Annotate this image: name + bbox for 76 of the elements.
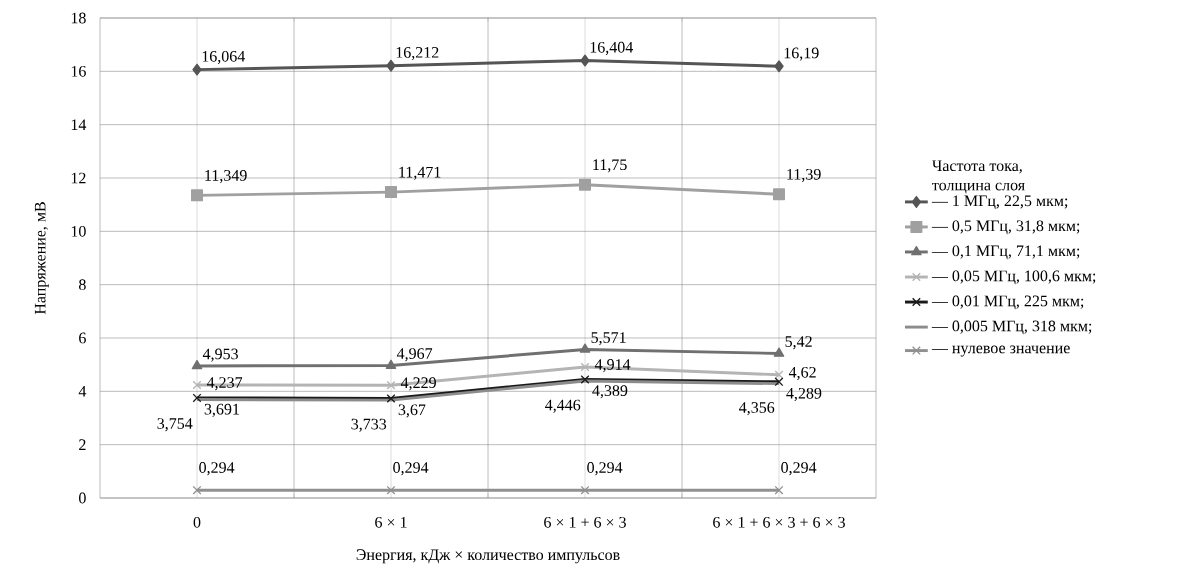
y-tick-label: 2 [79, 439, 86, 450]
y-tick-label: 0 [79, 492, 86, 504]
legend-title: Частота тока, толщина слоя [932, 160, 1025, 194]
point [579, 178, 592, 191]
data-label: 5,42 [785, 336, 812, 350]
data-label: 4,914 [594, 359, 631, 373]
data-label: 3,754 [157, 418, 193, 432]
y-axis-title: Напряжение, мВ [34, 202, 49, 315]
legend-label: — 0,01 МГц, 225 мкм; [931, 295, 1084, 310]
data-label: 4,446 [545, 399, 581, 413]
data-label: 16,404 [590, 41, 634, 55]
y-tick-label: 12 [71, 172, 86, 184]
data-label: 0,294 [199, 462, 235, 476]
point [192, 380, 202, 390]
point [386, 59, 396, 72]
y-tick-label: 10 [71, 225, 86, 237]
data-label: 11,39 [787, 168, 821, 182]
data-label: 4,967 [396, 348, 433, 362]
y-tick-label: 14 [71, 119, 87, 130]
point [580, 375, 590, 384]
legend-label: — 0,5 МГц, 31,8 мкм; [931, 220, 1080, 235]
point [386, 394, 396, 403]
point [191, 189, 204, 202]
point [386, 485, 396, 495]
point [774, 377, 784, 387]
data-label: 16,064 [202, 50, 246, 65]
y-tick-label: 18 [71, 12, 86, 24]
data-label: 3,691 [204, 403, 239, 417]
data-label: 4,953 [202, 348, 238, 362]
data-label: 0,294 [393, 462, 429, 476]
x-tick-label: 6 × 1 + 6 × 3 + 6 × 3 [713, 516, 845, 528]
data-label: 4,62 [788, 366, 816, 380]
point [580, 362, 590, 372]
legend-label: — 0,1 МГц, 71,1 мкм; [931, 245, 1080, 260]
point [385, 186, 398, 199]
data-label: 3,733 [351, 418, 387, 432]
data-label: 16,19 [784, 47, 819, 61]
point [773, 347, 785, 357]
data-label: 4,229 [400, 377, 436, 391]
x-tick-label: 0 [193, 516, 201, 528]
data-label: 11,349 [205, 170, 247, 184]
y-tick-label: 16 [71, 65, 86, 77]
point [579, 343, 591, 353]
legend-label: — 0,05 МГц, 100,6 мкм; [931, 270, 1096, 285]
point [386, 380, 396, 390]
data-label: 11,75 [593, 159, 627, 173]
point [192, 485, 202, 495]
y-tick-label: 8 [79, 279, 86, 291]
data-label: 4,389 [592, 385, 628, 399]
x-tick-label: 6 × 1 [375, 516, 407, 528]
point [774, 485, 784, 495]
x-tick-label: 6 × 1 + 6 × 3 [544, 516, 626, 528]
point [773, 188, 786, 201]
data-label: 3,67 [398, 404, 426, 418]
point [580, 485, 590, 495]
point [774, 60, 784, 73]
y-tick-label: 4 [78, 386, 87, 397]
data-label: 4,237 [206, 377, 243, 391]
point [774, 370, 784, 380]
legend-label: — нулевое значение [931, 345, 1070, 357]
data-label: 11,471 [399, 166, 441, 180]
data-label: 0,294 [781, 462, 817, 476]
x-axis-title: Энергия, кДж × количество импульсов [356, 549, 620, 564]
legend-label: — 1 МГц, 22,5 мкм; [931, 195, 1068, 210]
data-label: 4,356 [739, 402, 775, 416]
y-tick-label: 6 [79, 332, 86, 344]
data-label: 5,571 [591, 332, 626, 346]
point [192, 63, 202, 76]
data-label: 16,212 [396, 47, 439, 61]
point [580, 54, 590, 67]
point [192, 393, 202, 403]
data-label: 4,289 [786, 387, 822, 401]
legend-label: — 0,005 МГц, 318 мкм; [931, 320, 1092, 335]
point [191, 359, 203, 370]
point [385, 359, 397, 369]
data-label: 0,294 [587, 462, 623, 476]
